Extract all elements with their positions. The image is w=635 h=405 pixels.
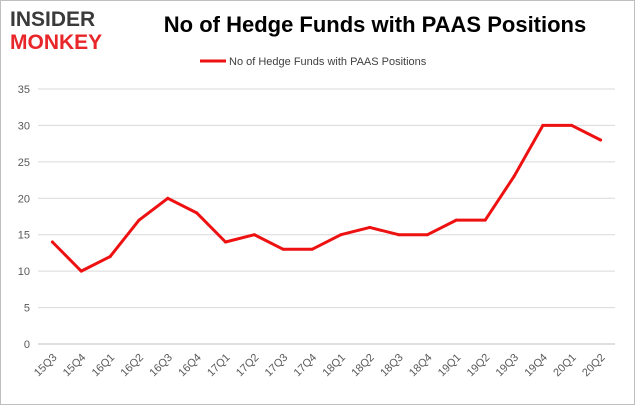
x-tick-label: 18Q1 (321, 352, 349, 380)
data-point (454, 218, 458, 222)
legend: No of Hedge Funds with PAAS Positions (200, 56, 427, 68)
data-point (224, 240, 228, 244)
data-point (570, 123, 574, 127)
x-tick-label: 17Q1 (205, 352, 233, 380)
y-tick-label: 35 (18, 84, 30, 96)
data-point (483, 218, 487, 222)
data-point (339, 233, 343, 237)
x-tick-label: 18Q3 (378, 352, 406, 380)
y-tick-label: 0 (24, 339, 30, 351)
data-point (50, 240, 54, 244)
data-point (195, 211, 199, 215)
y-tick-labels: 0 5 10 15 20 25 30 35 (18, 84, 30, 351)
y-tick-label: 5 (24, 303, 30, 315)
data-point (281, 247, 285, 251)
y-tick-label: 10 (18, 266, 30, 278)
data-point (310, 247, 314, 251)
x-tick-label: 19Q2 (465, 352, 493, 380)
x-tick-label: 17Q3 (263, 352, 291, 380)
chart-title: No of Hedge Funds with PAAS Positions (163, 12, 587, 37)
x-tick-label: 20Q1 (551, 352, 579, 380)
data-point (166, 196, 170, 200)
logo-line1: INSIDER (10, 8, 95, 31)
x-tick-label: 16Q4 (176, 352, 204, 380)
insider-monkey-logo: INSIDER MONKEY (10, 8, 102, 52)
x-tick-label: 18Q4 (407, 352, 435, 380)
x-tick-label: 18Q2 (349, 352, 377, 380)
x-tick-label: 15Q3 (32, 352, 60, 380)
series-group (50, 123, 603, 273)
legend-label: No of Hedge Funds with PAAS Positions (229, 56, 427, 68)
x-tick-label: 16Q3 (147, 352, 175, 380)
data-point (79, 269, 83, 273)
x-tick-label: 20Q2 (580, 352, 608, 380)
x-tick-label: 19Q3 (494, 352, 522, 380)
y-tick-label: 15 (18, 230, 30, 242)
data-point (541, 123, 545, 127)
data-point (425, 233, 429, 237)
x-tick-label: 17Q2 (234, 352, 262, 380)
y-tick-label: 25 (18, 157, 30, 169)
y-tick-label: 20 (18, 193, 30, 205)
x-tick-labels: 15Q3 15Q4 16Q1 16Q2 16Q3 16Q4 17Q1 17Q2 17Q3 17Q4… (32, 352, 608, 380)
data-point (512, 174, 516, 178)
x-tick-label: 16Q2 (119, 352, 147, 380)
gridlines (38, 88, 615, 345)
data-point (368, 225, 372, 229)
data-point (599, 138, 603, 142)
data-point (252, 233, 256, 237)
data-point (108, 255, 112, 259)
x-tick-label: 19Q4 (522, 352, 550, 380)
logo-line2: MONKEY (10, 31, 102, 52)
data-point (397, 233, 401, 237)
data-point (137, 218, 141, 222)
x-tick-label: 19Q1 (436, 352, 464, 380)
series-line (50, 123, 603, 273)
x-tick-label: 17Q4 (292, 352, 320, 380)
x-tick-label: 16Q1 (90, 352, 118, 380)
x-tick-label: 15Q4 (61, 352, 89, 380)
y-tick-label: 30 (18, 120, 30, 132)
